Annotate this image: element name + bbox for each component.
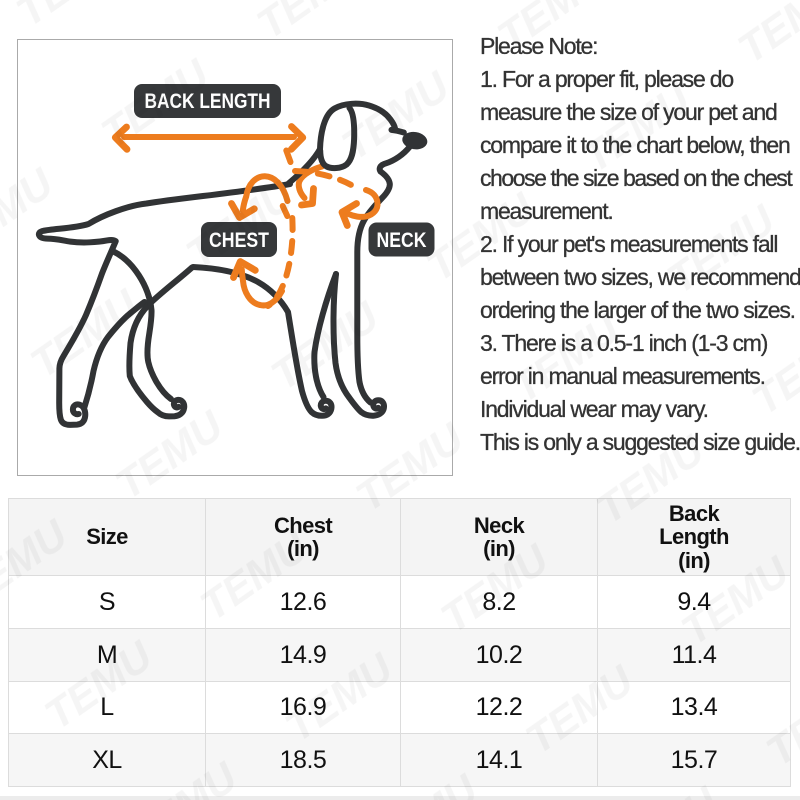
svg-text:BACK LENGTH: BACK LENGTH [145,90,271,113]
svg-text:CHEST: CHEST [209,229,269,252]
svg-text:NECK: NECK [377,229,427,252]
